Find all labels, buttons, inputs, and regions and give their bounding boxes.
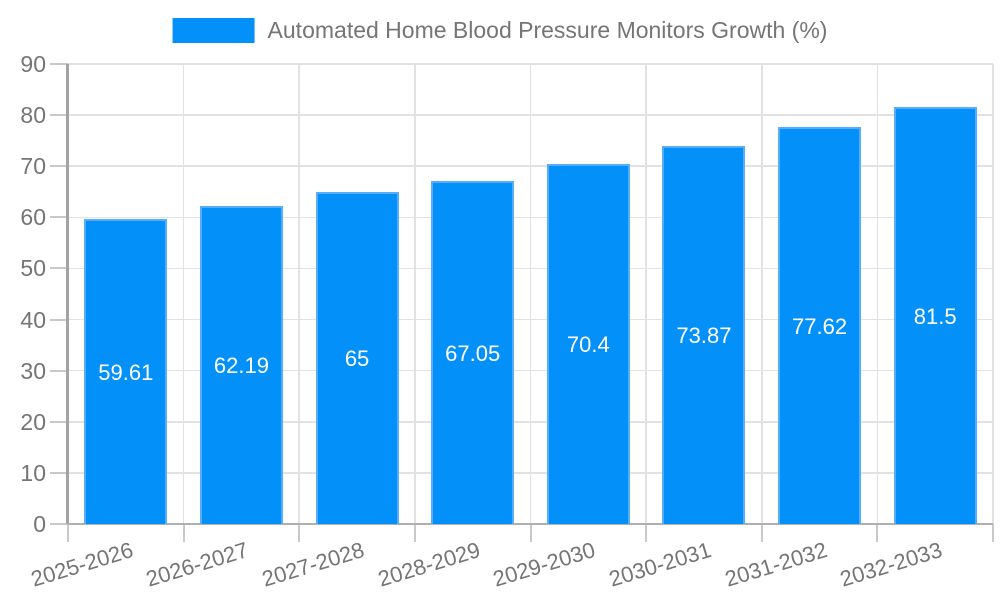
bar-value-label: 67.05 xyxy=(445,340,501,366)
gridline xyxy=(760,64,763,524)
axis-tick xyxy=(529,524,532,542)
gridline xyxy=(992,64,994,524)
bar-value-label: 81.5 xyxy=(913,303,957,329)
gridline xyxy=(414,64,416,524)
bar[interactable]: 77.62 xyxy=(778,127,862,524)
y-tick-label: 20 xyxy=(20,408,46,435)
bar[interactable]: 73.87 xyxy=(662,146,746,524)
axis-tick xyxy=(760,524,763,542)
y-tick-label: 60 xyxy=(20,204,46,231)
gridline xyxy=(182,64,185,524)
axis-tick xyxy=(50,216,68,219)
axis-tick xyxy=(50,318,68,321)
gridline xyxy=(298,64,301,524)
axis-tick xyxy=(50,114,68,117)
axis-tick xyxy=(645,524,648,542)
bar-value-label: 73.87 xyxy=(676,323,732,349)
bar-value-label: 59.61 xyxy=(98,359,154,385)
x-axis-line xyxy=(68,522,993,525)
gridline xyxy=(876,64,879,524)
axis-tick xyxy=(50,523,68,525)
legend-label: Automated Home Blood Pressure Monitors G… xyxy=(267,17,828,43)
legend-swatch xyxy=(172,18,255,43)
legend-item[interactable]: Automated Home Blood Pressure Monitors G… xyxy=(172,17,828,44)
axis-tick xyxy=(50,369,68,372)
gridline xyxy=(645,64,647,524)
gridline xyxy=(529,64,532,524)
y-tick-label: 70 xyxy=(20,153,46,180)
axis-tick xyxy=(413,524,416,542)
bar[interactable]: 67.05 xyxy=(431,181,515,524)
gridline xyxy=(68,63,993,65)
axis-tick xyxy=(182,524,185,542)
y-tick-label: 10 xyxy=(20,459,46,486)
axis-tick xyxy=(298,524,301,542)
axis-tick xyxy=(50,63,68,65)
bar-value-label: 70.4 xyxy=(566,332,610,358)
y-tick-label: 40 xyxy=(20,306,46,333)
y-tick-label: 90 xyxy=(20,51,46,77)
y-tick-label: 0 xyxy=(33,511,46,537)
y-tick-label: 80 xyxy=(20,102,46,129)
bar[interactable]: 59.61 xyxy=(84,219,168,524)
bar-value-label: 77.62 xyxy=(792,313,848,339)
y-tick-label: 30 xyxy=(20,357,46,384)
axis-tick xyxy=(50,420,68,423)
axis-tick xyxy=(50,267,68,270)
bar[interactable]: 65 xyxy=(315,191,399,524)
bar[interactable]: 62.19 xyxy=(199,206,283,524)
bar[interactable]: 70.4 xyxy=(546,164,630,524)
axis-tick xyxy=(992,524,994,542)
axis-tick xyxy=(50,165,68,168)
bar-value-label: 62.19 xyxy=(213,353,269,379)
bar[interactable]: 81.5 xyxy=(893,107,977,524)
axis-tick xyxy=(50,471,68,474)
y-tick-label: 50 xyxy=(20,255,46,282)
y-axis-line xyxy=(66,64,69,524)
bar-value-label: 65 xyxy=(344,345,370,371)
axis-tick xyxy=(67,524,69,542)
axis-tick xyxy=(876,524,879,542)
